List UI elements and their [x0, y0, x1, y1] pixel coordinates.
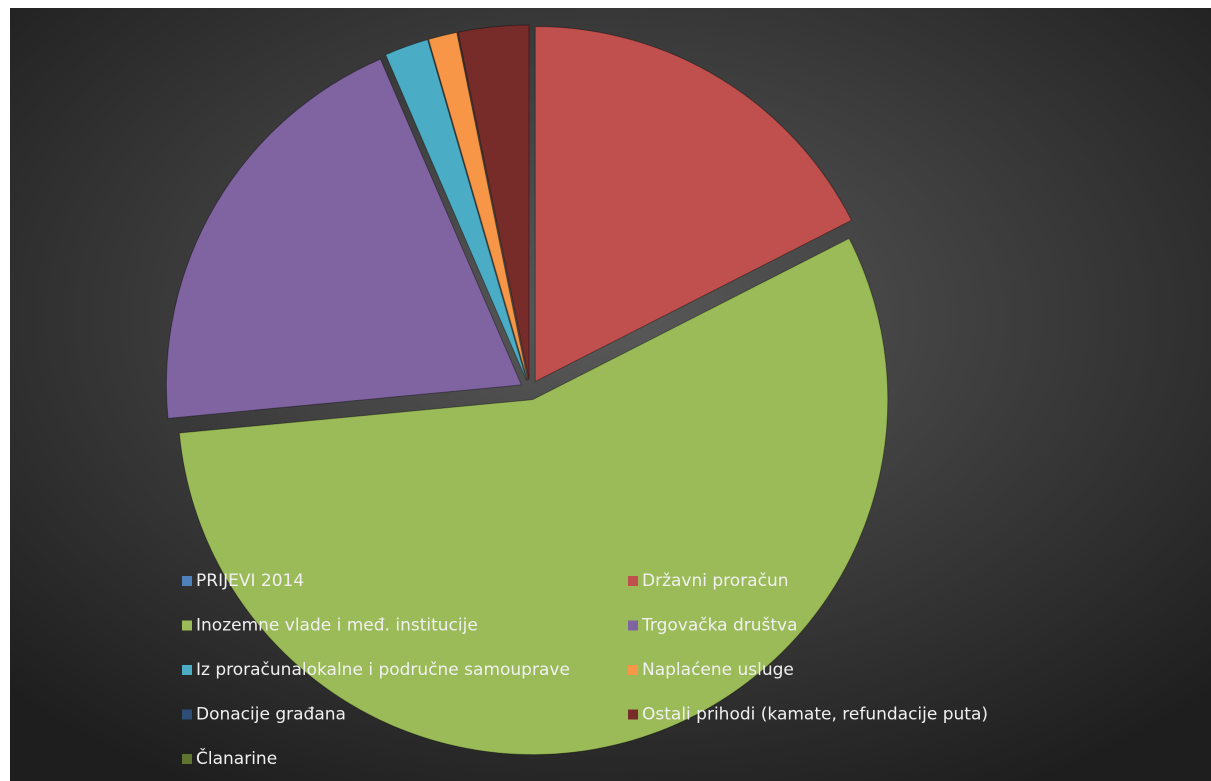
pie-slice [457, 24, 530, 381]
pie-slice [165, 58, 523, 419]
legend-label: Članarine [196, 747, 277, 769]
legend-label: Ostali prihodi (kamate, refundacije puta… [642, 705, 988, 725]
pie-slice [427, 31, 529, 381]
legend-swatch [628, 665, 638, 675]
legend-swatch [628, 709, 638, 720]
legend-label: Iz proračunalokalne i područne samouprav… [196, 660, 570, 680]
legend-swatch [182, 620, 192, 631]
legend-label: Državni proračun [642, 571, 789, 591]
legend-swatch [628, 620, 638, 631]
legend-swatch [182, 665, 192, 675]
legend-swatch [182, 576, 192, 586]
legend-label: Naplaćene usluge [642, 660, 794, 680]
legend-swatch [182, 709, 192, 720]
legend-label: Donacije građana [196, 705, 346, 725]
legend-label: Trgovačka društva [641, 616, 798, 636]
pie-slice [178, 237, 889, 756]
legend-label: Inozemne vlade i međ. institucije [196, 616, 478, 636]
legend-swatch [628, 576, 638, 586]
pie-slice [384, 39, 528, 381]
legend-swatch [182, 754, 192, 764]
legend-label: PRIJEVI 2014 [196, 571, 304, 591]
pie-slice [534, 25, 853, 383]
